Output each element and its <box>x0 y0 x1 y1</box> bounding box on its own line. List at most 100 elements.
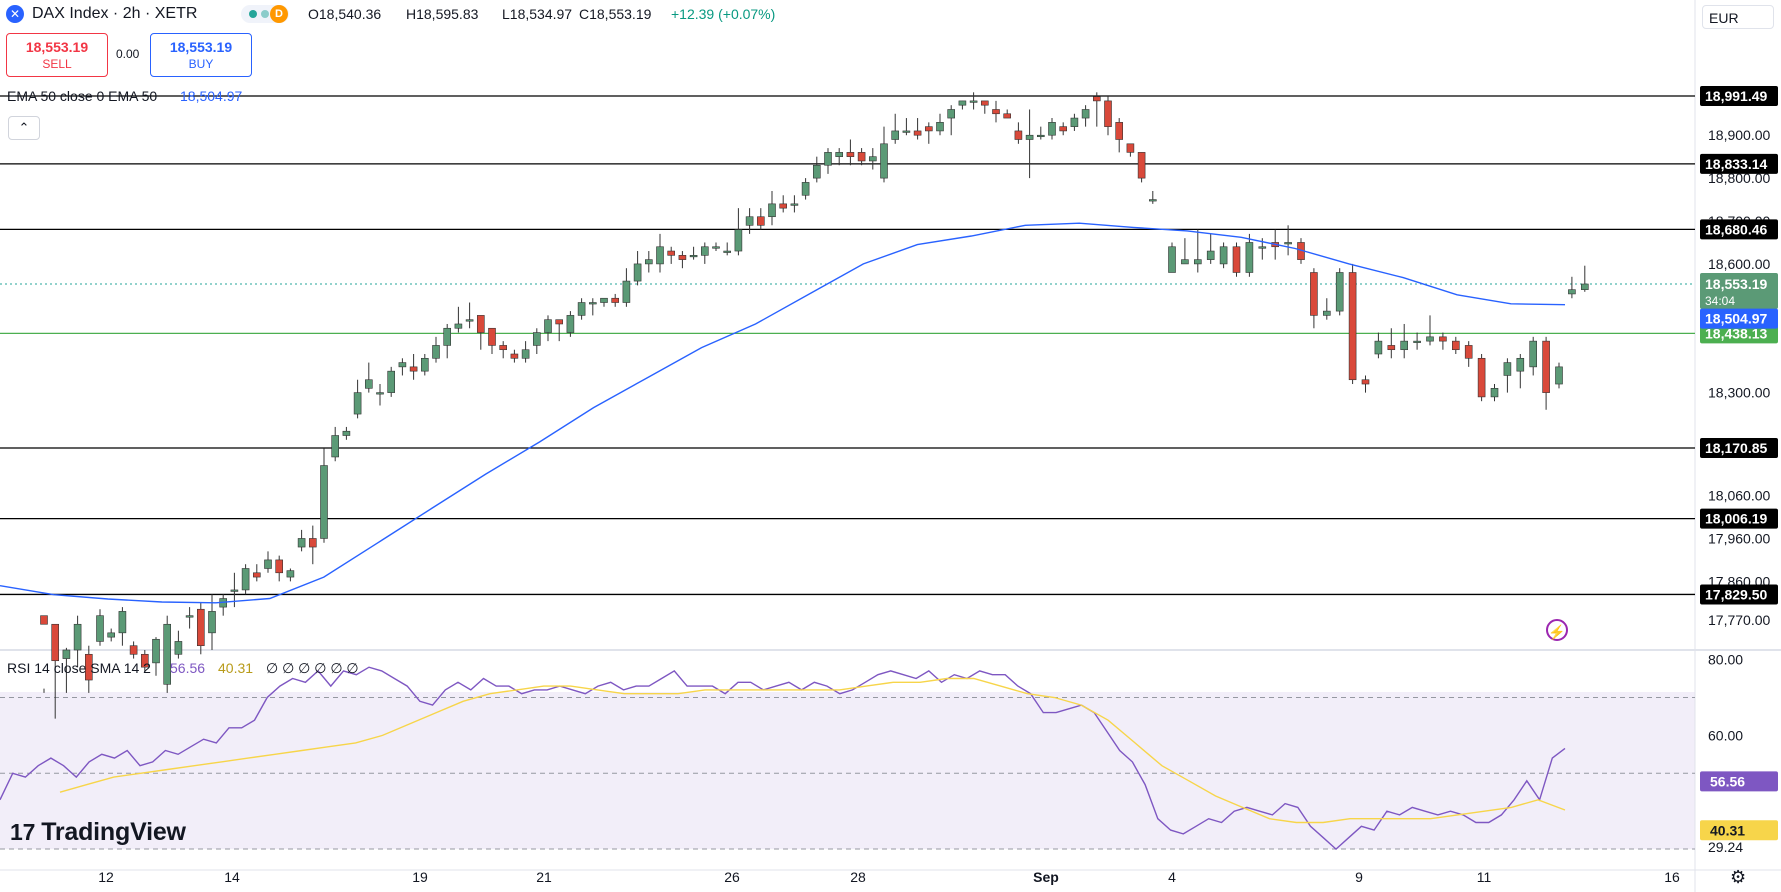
price-level-label: 18,680.46 <box>1705 221 1767 237</box>
candle-down <box>1387 345 1396 351</box>
gear-icon[interactable]: ⚙ <box>1730 867 1747 887</box>
buy-button[interactable]: 18,553.19 BUY <box>150 33 252 77</box>
candle-up <box>387 370 396 393</box>
price-level-label-bg <box>1700 85 1778 106</box>
rsi-sma-line <box>59 677 1566 824</box>
candle-up <box>1413 340 1421 343</box>
chevron-up-icon: ⌃ <box>18 120 30 135</box>
candle-up <box>566 315 575 333</box>
rsi-tick-label: 80.00 <box>1708 652 1743 668</box>
time-tick-label: 4 <box>1168 869 1176 885</box>
sell-button[interactable]: 18,553.19 SELL <box>6 33 108 77</box>
collapse-legend-button[interactable]: ⌃ <box>8 116 40 140</box>
candle-up <box>712 246 720 249</box>
tradingview-logo-mark: 17 <box>10 819 36 845</box>
candle-up <box>1206 250 1215 260</box>
candle-up <box>1335 272 1344 312</box>
price-tick-label: 17,960.00 <box>1708 530 1770 546</box>
candle-down <box>275 559 284 574</box>
price-level-label: 17,829.50 <box>1705 586 1767 602</box>
candle-up <box>1037 134 1045 138</box>
rsi-sma-label-bg <box>1700 820 1778 841</box>
candle-up <box>376 392 384 395</box>
candle-up <box>118 611 127 634</box>
candle-up <box>443 327 452 346</box>
price-level-label-bg <box>1700 508 1778 529</box>
price-level-label-bg <box>1700 584 1778 605</box>
ema-legend-label[interactable]: EMA 50 close 0 EMA 50 <box>7 88 158 104</box>
candle-up <box>1400 340 1408 351</box>
candle-up <box>230 589 239 592</box>
candle-up <box>734 229 743 252</box>
candle-up <box>824 152 832 166</box>
rsi-placeholder-values: ∅ ∅ ∅ ∅ ∅ ∅ <box>266 660 359 676</box>
candle-up <box>588 302 597 305</box>
candle-up <box>331 435 340 458</box>
price-level-label-bg <box>1700 438 1778 459</box>
candle-up <box>1258 246 1267 249</box>
candle-down <box>1348 272 1357 381</box>
ohlc-close: C18,553.19 <box>579 6 652 22</box>
ohlc-low: L18,534.97 <box>502 6 573 22</box>
candle-down <box>197 608 205 647</box>
support-level-label: 18,438.13 <box>1705 325 1767 341</box>
candle-up <box>936 122 944 132</box>
candle-up <box>286 570 295 578</box>
candle-up <box>532 332 541 346</box>
time-tick-label: 21 <box>536 869 552 885</box>
candle-up <box>208 611 216 634</box>
spread-value: 0.00 <box>116 47 140 61</box>
status-badge[interactable]: D <box>270 5 288 23</box>
candle-up <box>801 182 810 196</box>
candle-down <box>488 327 496 346</box>
candle-up <box>544 319 552 333</box>
candle-down <box>40 615 48 625</box>
candle-up <box>1245 242 1254 273</box>
candle-up <box>1048 122 1056 136</box>
ema50-line <box>0 222 1566 604</box>
time-tick-label: Sep <box>1033 869 1059 885</box>
candle-up <box>152 638 160 664</box>
candle-down <box>1464 345 1473 359</box>
flash-icon[interactable]: ⚡ <box>1546 619 1568 641</box>
time-tick-label: 16 <box>1664 869 1680 885</box>
candle-down <box>85 653 93 681</box>
candle-up <box>1081 109 1090 119</box>
ohlc-open: O18,540.36 <box>308 6 382 22</box>
candle-down <box>1014 130 1023 140</box>
candle-up <box>342 430 351 436</box>
candle-up <box>1568 289 1576 295</box>
candle-up <box>297 538 306 548</box>
candle-down <box>779 203 788 209</box>
candle-up <box>107 632 115 638</box>
symbol-title[interactable]: DAX Index · 2h · XETR <box>32 5 198 22</box>
candle-up <box>880 143 888 179</box>
candle-up <box>1503 362 1512 376</box>
candle-down <box>1361 379 1370 385</box>
buy-price: 18,553.19 <box>169 39 233 55</box>
price-level-label: 18,991.49 <box>1705 88 1767 104</box>
rsi-legend-label[interactable]: RSI 14 close SMA 14 2 <box>7 660 151 676</box>
candle-up <box>600 297 608 303</box>
candle-up <box>364 379 373 389</box>
time-tick-label: 19 <box>412 869 428 885</box>
currency-selector[interactable]: EUR <box>1702 5 1774 29</box>
price-tick-label: 18,900.00 <box>1708 127 1770 143</box>
ema-legend-value: 18,504.97 <box>180 88 243 104</box>
candle-up <box>432 345 440 359</box>
sell-price: 18,553.19 <box>25 39 89 55</box>
candle-up <box>96 615 104 642</box>
candle-up <box>465 319 474 322</box>
candle-up <box>835 152 844 157</box>
candle-up <box>745 216 754 226</box>
buy-label: BUY <box>188 57 214 71</box>
time-tick-label: 28 <box>850 869 866 885</box>
rsi-legend-value: 56.56 <box>170 660 206 676</box>
candle-up <box>947 109 956 119</box>
candle-down <box>1477 357 1486 398</box>
candle-down <box>678 255 687 260</box>
candle-down <box>129 645 138 655</box>
rsi-value-label: 56.56 <box>1710 773 1745 789</box>
tradingview-logo[interactable]: 17 TradingView <box>10 818 186 847</box>
